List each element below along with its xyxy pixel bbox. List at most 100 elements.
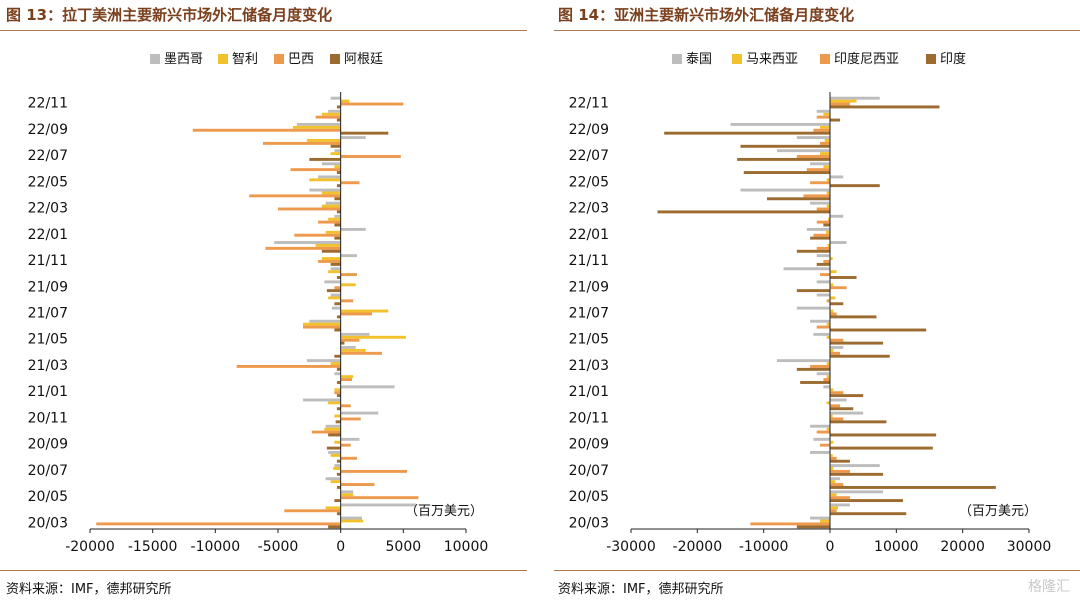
bar (336, 184, 341, 188)
bar (816, 246, 830, 250)
legend-swatch (330, 54, 340, 64)
bar (340, 346, 356, 349)
bar (823, 165, 830, 169)
bar (830, 328, 927, 332)
bar (336, 459, 341, 463)
bar (830, 354, 890, 358)
bar (830, 414, 833, 418)
bar (340, 351, 383, 355)
bar (830, 341, 884, 345)
y-tick-label: 21/05 (569, 332, 609, 348)
bar (743, 171, 830, 174)
legend-label: 墨西哥 (164, 52, 203, 67)
bar (830, 467, 834, 470)
bar (328, 296, 341, 300)
bar (334, 286, 341, 290)
bar (328, 451, 341, 454)
bar (340, 335, 406, 339)
legend-label: 印度 (940, 51, 966, 67)
bar (803, 194, 830, 198)
y-tick-label: 22/03 (569, 201, 609, 217)
bar (830, 312, 837, 316)
bar (776, 359, 830, 363)
bar (330, 293, 341, 297)
bar (328, 109, 341, 113)
bar (340, 378, 352, 382)
bar (330, 152, 341, 156)
bar (830, 102, 850, 106)
bar (334, 149, 341, 153)
bar (830, 503, 850, 507)
bar (340, 254, 357, 258)
legend-label: 印度尼西亚 (834, 51, 899, 67)
y-tick-label: 20/11 (569, 410, 609, 426)
bar (820, 152, 830, 156)
bar (284, 509, 341, 513)
bar (340, 309, 389, 313)
bar (324, 280, 341, 284)
bar (830, 99, 857, 103)
bar (336, 485, 341, 489)
bar (325, 424, 341, 428)
bar (326, 289, 341, 293)
y-tick-label: 22/11 (569, 96, 609, 112)
bar (290, 168, 341, 172)
bar (340, 503, 416, 507)
bar (340, 385, 395, 389)
bar (826, 322, 830, 326)
x-tick-label: -20000 (65, 539, 115, 555)
bar (330, 362, 341, 365)
bar (321, 112, 341, 116)
bar (796, 289, 830, 293)
bar (830, 433, 937, 437)
bar (340, 227, 366, 231)
bar (816, 262, 830, 266)
bar (334, 414, 341, 418)
bar (796, 306, 830, 310)
y-tick-label: 21/01 (569, 384, 609, 400)
y-tick-label: 21/03 (28, 358, 68, 374)
x-tick-label: 30000 (1007, 539, 1052, 555)
bar (340, 283, 356, 287)
bar (813, 437, 830, 441)
unit-label: （百万美元） (405, 504, 483, 519)
bar (826, 230, 830, 234)
bar (830, 512, 907, 516)
y-tick-label: 21/07 (569, 306, 609, 322)
bar (830, 404, 840, 408)
bar (334, 236, 341, 240)
bar (828, 217, 830, 221)
bar (830, 456, 837, 460)
bar (806, 227, 830, 231)
bar (816, 280, 830, 284)
legend-label: 马来西亚 (746, 52, 798, 67)
bar (816, 325, 830, 329)
x-tick-label: -20000 (673, 539, 723, 555)
bar (826, 299, 830, 303)
bar (826, 204, 830, 208)
bar (321, 257, 341, 261)
y-tick-label: 22/03 (28, 201, 68, 217)
bar (830, 391, 844, 395)
bar (321, 204, 341, 208)
bar (328, 270, 341, 274)
x-tick-label: 10000 (444, 539, 489, 555)
bar (827, 243, 830, 247)
bar (813, 332, 830, 336)
bar (816, 115, 830, 119)
chart-title-left: 图 13：拉丁美洲主要新兴市场外汇储备月度变化 (6, 6, 333, 24)
bar (830, 440, 834, 444)
y-tick-label: 20/09 (28, 437, 68, 453)
bar (776, 149, 830, 153)
bar (816, 207, 830, 211)
bar (340, 417, 361, 421)
bar (340, 181, 360, 185)
bar (340, 312, 372, 316)
source-rule-right (554, 570, 1080, 571)
bar (336, 381, 341, 384)
bar (830, 184, 880, 188)
x-tick-label: 10000 (874, 539, 919, 555)
bar (830, 496, 850, 500)
y-tick-label: 22/05 (569, 174, 609, 190)
bar (340, 483, 375, 486)
